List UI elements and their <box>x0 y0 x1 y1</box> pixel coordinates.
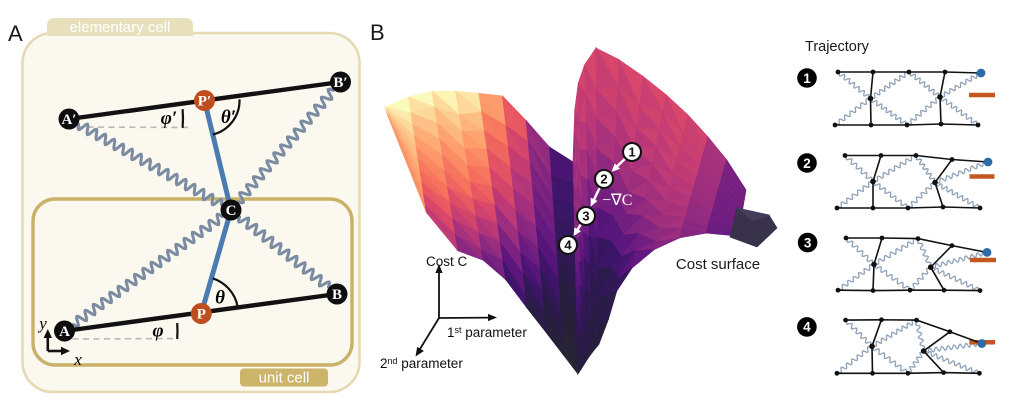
svg-text:4: 4 <box>803 320 811 335</box>
svg-text:A: A <box>8 21 23 46</box>
svg-text:2: 2 <box>600 172 607 187</box>
svg-text:A: A <box>59 324 70 340</box>
svg-text:elementary cell: elementary cell <box>70 19 171 36</box>
svg-text:1: 1 <box>628 145 635 160</box>
svg-text:x: x <box>73 350 82 369</box>
svg-text:−∇C: −∇C <box>602 192 632 209</box>
svg-text:B′: B′ <box>333 75 347 91</box>
svg-text:y: y <box>37 314 47 333</box>
svg-text:C: C <box>226 203 237 219</box>
svg-text:4: 4 <box>564 238 572 253</box>
svg-text:1: 1 <box>803 71 811 86</box>
svg-text:φ′: φ′ <box>161 108 177 129</box>
svg-text:3: 3 <box>582 209 589 224</box>
svg-text:Trajectory: Trajectory <box>805 39 870 55</box>
svg-text:θ: θ <box>215 288 225 309</box>
svg-text:Cost C: Cost C <box>426 254 468 269</box>
svg-text:P′: P′ <box>198 93 211 109</box>
svg-text:unit cell: unit cell <box>259 370 310 387</box>
svg-text:A′: A′ <box>61 112 76 128</box>
svg-text:φ: φ <box>152 321 163 342</box>
svg-text:B: B <box>332 287 342 303</box>
svg-text:3: 3 <box>804 235 812 250</box>
svg-text:1st parameter: 1st parameter <box>447 325 527 340</box>
svg-text:B: B <box>370 20 385 45</box>
svg-text:P: P <box>197 306 206 322</box>
svg-text:2: 2 <box>803 156 811 171</box>
svg-text:θ′: θ′ <box>221 107 236 128</box>
svg-text:Cost surface: Cost surface <box>676 256 760 273</box>
svg-text:2nd parameter: 2nd parameter <box>380 356 463 371</box>
